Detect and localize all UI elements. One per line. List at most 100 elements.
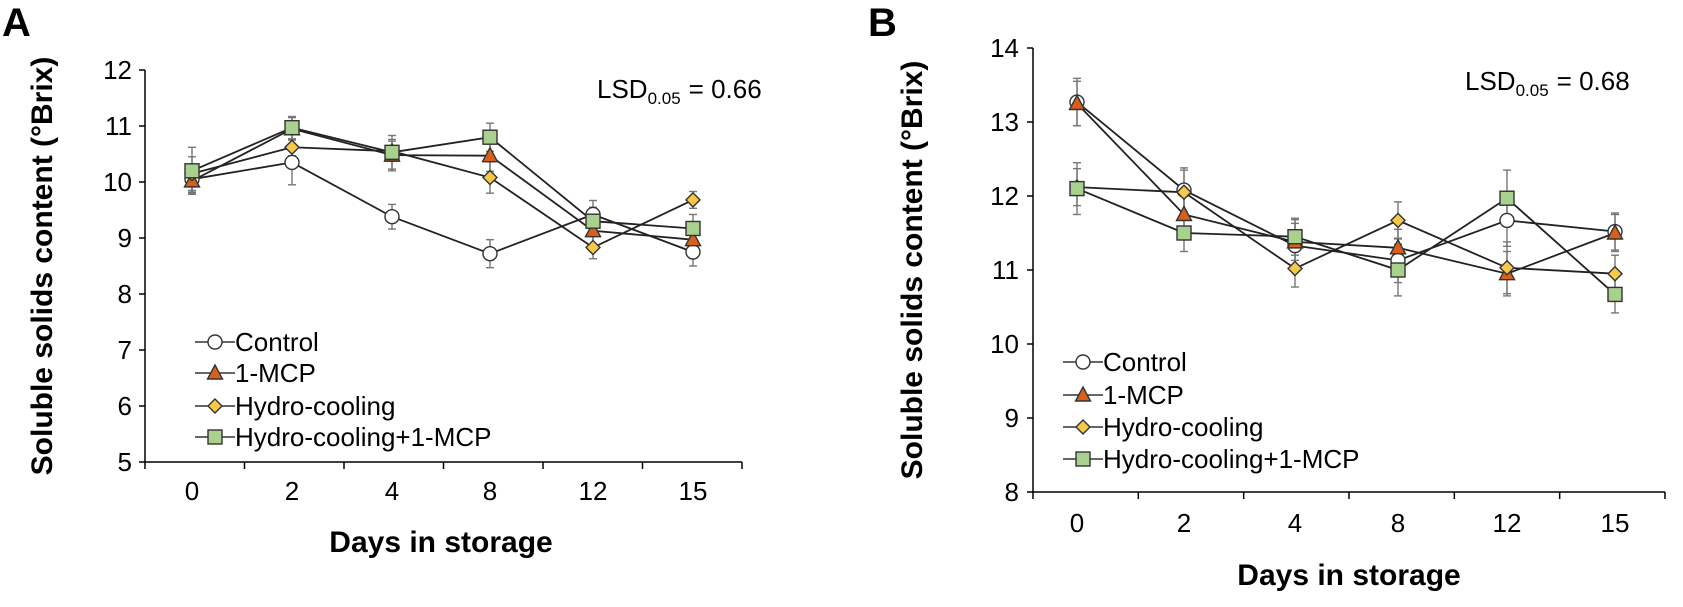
- legend-label: 1-MCP: [1103, 380, 1184, 410]
- data-point: [1607, 286, 1623, 303]
- data-point: [482, 129, 498, 145]
- legend-marker: [206, 363, 224, 380]
- x-tick-label: 0: [1070, 508, 1084, 538]
- data-point: [284, 119, 300, 136]
- series-line: [1076, 187, 1616, 296]
- series-line: [191, 127, 694, 241]
- series-line: [1076, 186, 1616, 275]
- y-tick-label: 10: [990, 329, 1019, 359]
- data-point: [685, 244, 701, 260]
- series-line: [1076, 101, 1616, 262]
- series-line: [1076, 102, 1616, 275]
- data-point: [1499, 259, 1515, 276]
- data-point: [1389, 238, 1407, 255]
- legend-marker: [207, 398, 223, 414]
- lsd-annotation: LSD0.05 = 0.68: [1465, 66, 1630, 100]
- legend-label: Hydro-cooling: [1103, 412, 1263, 442]
- panel-a: A 5 6 7 8 9 10 11 12 0 2 4 8 12 15 Soluble solids co…: [2, 1, 762, 559]
- data-point: [585, 213, 601, 229]
- legend-item: Hydro-cooling: [195, 391, 395, 421]
- x-tick-label: 12: [1493, 508, 1522, 538]
- y-tick-label: 13: [990, 107, 1019, 137]
- y-tick-label: 9: [118, 223, 132, 253]
- legend: Control 1-MCP Hydro-cooling Hydro-coolin…: [1063, 347, 1359, 474]
- series-line: [191, 146, 694, 249]
- y-tick-label: 14: [990, 33, 1019, 63]
- legend-marker: [1074, 385, 1092, 402]
- lsd-subscript: 0.05: [1516, 81, 1549, 100]
- x-tick-label: 0: [185, 476, 199, 506]
- legend-label: Hydro-cooling+1-MCP: [1103, 444, 1359, 474]
- x-axis-label: Days in storage: [329, 526, 552, 559]
- legend-item: Hydro-cooling+1-MCP: [195, 422, 491, 452]
- legend-marker: [1075, 354, 1091, 370]
- x-tick-label: 2: [1177, 508, 1191, 538]
- legend-marker: [207, 334, 223, 350]
- lsd-value: = 0.68: [1557, 66, 1630, 96]
- legend-item: Hydro-cooling+1-MCP: [1063, 444, 1359, 474]
- y-axis-label: Soluble solids content (°Brix): [26, 57, 59, 476]
- data-point: [481, 146, 499, 163]
- series-line: [191, 126, 694, 230]
- panel-letter: A: [2, 1, 31, 45]
- x-axis-label: Days in storage: [1237, 559, 1460, 592]
- data-point: [482, 245, 498, 262]
- y-tick-label: 12: [103, 55, 132, 85]
- data-point: [1287, 228, 1303, 245]
- y-tick-label: 11: [105, 111, 132, 141]
- legend-marker: [1075, 451, 1091, 467]
- data-point: [1607, 265, 1623, 282]
- x-tick-label: 2: [285, 476, 299, 506]
- data-point: [184, 163, 200, 179]
- legend-label: Control: [1103, 347, 1187, 377]
- lsd-prefix: LSD: [1465, 66, 1516, 96]
- data-point: [1606, 223, 1624, 240]
- y-tick-label: 11: [992, 255, 1019, 285]
- legend-label: Hydro-cooling: [235, 391, 395, 421]
- x-tick-label: 8: [1391, 508, 1405, 538]
- data-point: [1390, 212, 1406, 229]
- data-point: [684, 230, 702, 247]
- data-point: [384, 144, 400, 161]
- panel-letter: B: [868, 1, 897, 45]
- data-point: [585, 239, 601, 256]
- lsd-value: = 0.66: [689, 74, 762, 104]
- legend-label: Control: [235, 327, 319, 357]
- legend-marker: [1075, 419, 1091, 435]
- y-tick-label: 12: [990, 181, 1019, 211]
- data-point: [1068, 94, 1086, 111]
- y-tick-label: 10: [103, 167, 132, 197]
- lsd-annotation: LSD0.05 = 0.66: [597, 74, 762, 108]
- y-axis-label: Soluble solids content (°Brix): [896, 61, 929, 480]
- data-point: [1390, 262, 1406, 278]
- y-tick-label: 7: [118, 335, 132, 365]
- data-point: [1175, 205, 1193, 222]
- x-tick-label: 15: [1601, 508, 1630, 538]
- data-point: [1499, 212, 1515, 229]
- x-tick-label: 4: [1288, 508, 1302, 538]
- data-point: [1176, 184, 1192, 201]
- data-point: [685, 191, 701, 208]
- panel-b: B 8 9 10 11 12 13 14 0 2 4 8 12 15 Soluble solids c…: [868, 1, 1666, 592]
- series-line: [191, 161, 694, 255]
- data-point: [1176, 225, 1192, 241]
- x-tick-label: 8: [483, 476, 497, 506]
- legend-item: Control: [195, 327, 319, 357]
- legend: Control 1-MCP Hydro-cooling Hydro-coolin…: [195, 327, 491, 452]
- y-tick-label: 8: [118, 279, 132, 309]
- y-tick-label: 8: [1005, 477, 1019, 507]
- lsd-prefix: LSD: [597, 74, 648, 104]
- y-tick-label: 9: [1005, 403, 1019, 433]
- data-point: [1499, 190, 1515, 206]
- x-tick-label: 4: [385, 476, 399, 506]
- legend-item: Control: [1063, 347, 1187, 377]
- x-tick-label: 15: [679, 476, 708, 506]
- y-tick-label: 5: [118, 447, 132, 477]
- legend-marker: [207, 429, 223, 445]
- legend-label: Hydro-cooling+1-MCP: [235, 422, 491, 452]
- x-tick-label: 12: [579, 476, 608, 506]
- y-tick-label: 6: [118, 391, 132, 421]
- data-point: [482, 169, 498, 186]
- legend-item: Hydro-cooling: [1063, 412, 1263, 442]
